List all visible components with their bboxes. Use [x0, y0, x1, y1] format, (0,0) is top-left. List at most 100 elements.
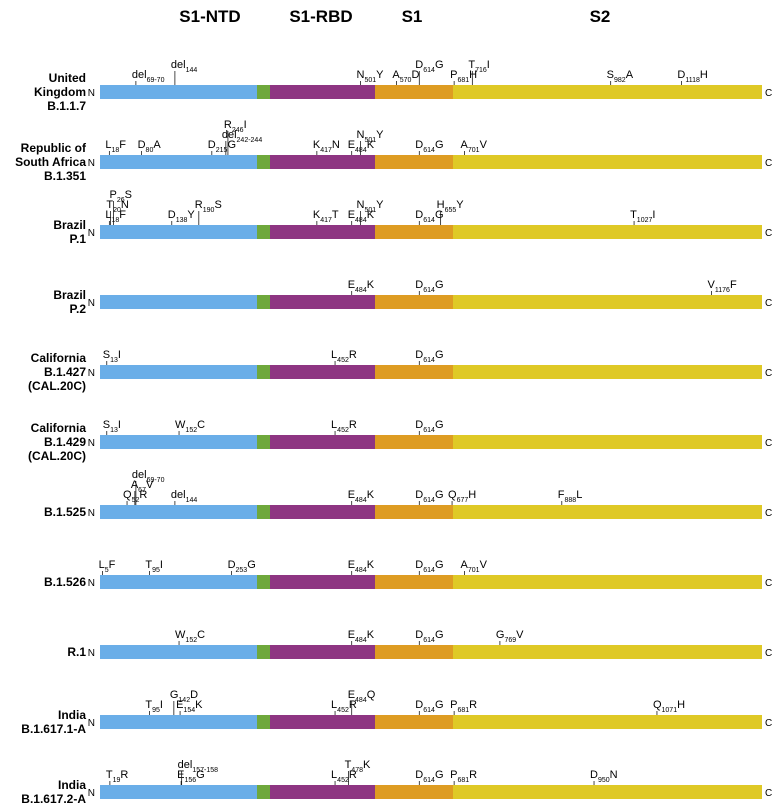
variant-name: India B.1.617.2-A — [21, 778, 86, 806]
mutation-label: N501Y — [357, 69, 385, 84]
mutation-label: E484K — [348, 279, 375, 294]
mutation-label: W152C — [175, 419, 205, 434]
mutation-label: del144 — [171, 489, 197, 504]
mutation-label: P681R — [450, 699, 477, 714]
domain-segment-s2 — [453, 575, 762, 589]
mutation-label: D614G — [415, 489, 443, 504]
domain-headers: S1-NTD S1-RBD S1 S2 — [179, 7, 610, 26]
variant-row: B.1.525NCQ52RA67Vdel69-70del144E484KD614… — [44, 469, 772, 519]
variant-row: R.1 N C W152C E484K D614G G769V — [67, 629, 772, 659]
c-terminus-label: C — [765, 438, 772, 449]
domain-segment-s1 — [375, 715, 453, 729]
mutation-label: D614G — [415, 139, 443, 154]
domain-segment-s1-ntd — [100, 715, 257, 729]
mutation-label: T478K — [345, 759, 371, 774]
mutation-label: D614G — [415, 209, 443, 224]
mutation-label: T20N — [106, 199, 129, 214]
domain-segment-s1-ntd — [100, 505, 257, 519]
domain-segment-s2 — [453, 295, 762, 309]
domain-segment-s2 — [453, 155, 762, 169]
domain-segment-s1-ntd — [100, 155, 257, 169]
mutation-label: L5F — [99, 559, 116, 574]
mutation-label: D614G — [415, 279, 443, 294]
c-terminus-label: C — [765, 158, 772, 169]
domain-segment-linker — [257, 155, 270, 169]
variant-name: United Kingdom B.1.1.7 — [34, 71, 86, 113]
variant-name: R.1 — [67, 645, 86, 659]
mutation-label: D215G — [208, 139, 236, 154]
mutation-label: F888L — [558, 489, 583, 504]
mutation-label: L452R — [331, 349, 357, 364]
domain-segment-linker — [257, 365, 270, 379]
domain-segment-s1-rbd — [270, 225, 375, 239]
domain-segment-s1-ntd — [100, 785, 257, 799]
domain-segment-s1 — [375, 155, 453, 169]
variant-name: B.1.525 — [44, 505, 86, 519]
mutation-label: E484K — [348, 559, 375, 574]
c-terminus-label: C — [765, 88, 772, 99]
mutation-label: del242-244 — [222, 129, 262, 144]
variant-name: B.1.526 — [44, 575, 86, 589]
n-terminus-label: N — [88, 578, 95, 589]
domain-segment-linker — [257, 645, 270, 659]
domain-segment-s1-ntd — [100, 575, 257, 589]
domain-segment-s1-rbd — [270, 435, 375, 449]
domain-segment-s2 — [453, 785, 762, 799]
mutation-label: D80A — [138, 139, 162, 154]
variant-row: BrazilP.1NCL18FT20NP26SD138YR190SK417TE4… — [53, 189, 772, 246]
domain-segment-linker — [257, 715, 270, 729]
mutation-label: S13I — [103, 419, 121, 434]
domain-segment-s1 — [375, 295, 453, 309]
domain-segment-s1-rbd — [270, 575, 375, 589]
n-terminus-label: N — [88, 158, 95, 169]
c-terminus-label: C — [765, 368, 772, 379]
mutation-label: P26S — [110, 189, 132, 204]
n-terminus-label: N — [88, 228, 95, 239]
domain-title-s1-ntd: S1-NTD — [179, 7, 240, 26]
variant-name: California B.1.427 (CAL.20C) — [28, 351, 86, 393]
variant-name: Republic of South Africa B.1.351 — [15, 141, 87, 183]
mutation-label: D614G — [415, 629, 443, 644]
domain-segment-s1 — [375, 785, 453, 799]
domain-segment-s1 — [375, 645, 453, 659]
mutation-label: del69-70 — [132, 69, 165, 84]
mutation-label: E484K — [348, 629, 375, 644]
mutation-label: D614G — [415, 59, 443, 74]
domain-segment-s2 — [453, 645, 762, 659]
c-terminus-label: C — [765, 718, 772, 729]
domain-segment-s1 — [375, 365, 453, 379]
c-terminus-label: C — [765, 788, 772, 799]
domain-segment-s1-rbd — [270, 295, 375, 309]
mutation-label: A67V — [131, 479, 154, 494]
domain-segment-s1 — [375, 505, 453, 519]
mutation-label: D138Y — [168, 209, 196, 224]
domain-segment-s1-rbd — [270, 645, 375, 659]
mutation-label: del144 — [171, 59, 197, 74]
c-terminus-label: C — [765, 228, 772, 239]
n-terminus-label: N — [88, 718, 95, 729]
domain-segment-s1-rbd — [270, 505, 375, 519]
domain-segment-linker — [257, 435, 270, 449]
mutation-label: T1027I — [630, 209, 655, 224]
mutation-label: R246I — [224, 119, 247, 134]
mutation-label: R190S — [195, 199, 222, 214]
mutation-label: L452R — [331, 769, 357, 784]
domain-segment-s1-ntd — [100, 435, 257, 449]
mutation-label: Q1071H — [653, 699, 685, 714]
mutation-label: T95I — [145, 559, 163, 574]
mutation-label: N501Y — [357, 129, 385, 144]
domain-segment-s1-ntd — [100, 295, 257, 309]
mutation-label: K417N — [313, 139, 340, 154]
mutation-label: T19R — [106, 769, 129, 784]
domain-segment-linker — [257, 575, 270, 589]
domain-segment-s1-ntd — [100, 85, 257, 99]
n-terminus-label: N — [88, 648, 95, 659]
domain-segment-s1 — [375, 435, 453, 449]
mutation-label: E484K — [348, 489, 375, 504]
domain-segment-s2 — [453, 225, 762, 239]
mutation-label: N501Y — [357, 199, 385, 214]
n-terminus-label: N — [88, 298, 95, 309]
variant-name: Brazil P.1 — [53, 218, 86, 246]
mutation-label: L452R — [331, 699, 357, 714]
